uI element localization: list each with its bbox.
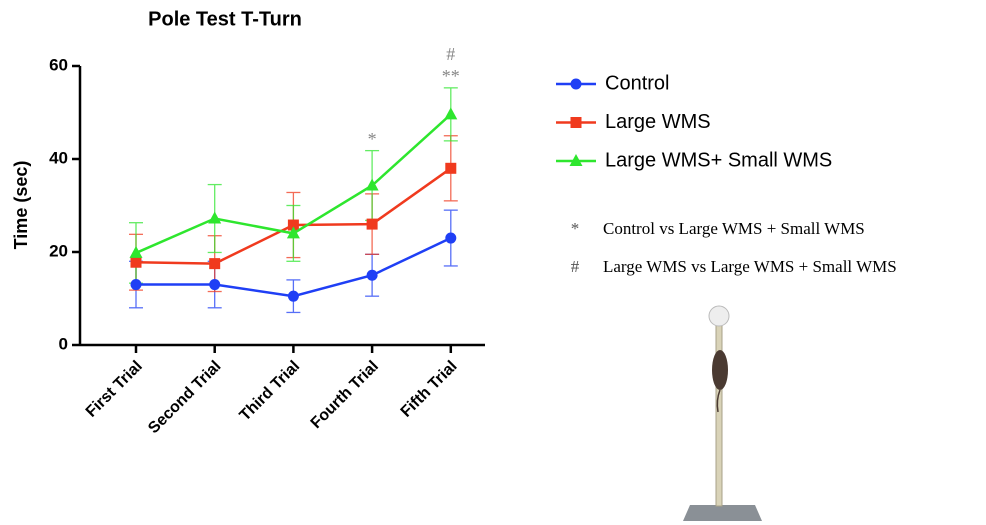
significance-mark: ** [442,66,460,86]
chart-title: Pole Test T-Turn [148,8,302,30]
legend-marker [569,154,583,166]
note-text: Control vs Large WMS + Small WMS [603,219,865,238]
point [129,245,143,258]
x-tick-label: Second Trial [145,358,224,437]
x-tick-label: Fourth Trial [308,358,382,432]
significance-mark: * [368,129,377,149]
point [209,279,221,291]
x-tick-label: First Trial [83,358,146,421]
point [366,218,378,230]
legend-label: Control [605,72,669,94]
legend-marker [570,117,582,128]
point [287,219,299,231]
pole-top [708,305,730,327]
point [209,258,221,270]
y-tick-label: 0 [59,334,68,353]
x-tick-label: Fifth Trial [398,358,461,421]
pole-illustration [683,305,762,521]
y-tick-label: 40 [49,148,68,167]
point [287,290,299,302]
note-text: Large WMS vs Large WMS + Small WMS [603,257,897,276]
point [130,279,142,291]
significance-mark: # [446,44,455,64]
legend-marker [570,78,582,90]
point [366,269,378,281]
y-tick-label: 20 [49,241,68,260]
point [445,232,457,244]
pole [715,319,723,507]
mouse [712,350,728,390]
point [208,211,222,224]
point [444,107,458,120]
note-symbol: * [571,219,580,238]
point [445,162,457,174]
y-tick-label: 60 [49,55,68,74]
legend-label: Large WMS [605,111,711,133]
x-tick-label: Third Trial [237,358,304,425]
y-axis-label: Time (sec) [11,161,31,250]
point [130,256,142,268]
pole-base [683,505,762,521]
point [286,226,300,239]
point [365,178,379,191]
legend-label: Large WMS+ Small WMS [605,149,832,171]
mouse-tail [716,389,721,413]
note-symbol: # [571,257,580,276]
